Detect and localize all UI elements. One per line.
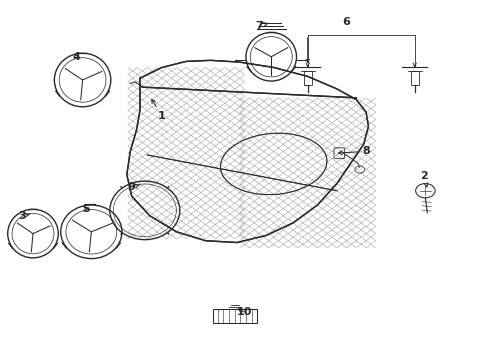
Text: 4: 4 <box>73 52 81 62</box>
Text: 2: 2 <box>420 171 427 187</box>
Text: 6: 6 <box>342 17 350 27</box>
Text: 1: 1 <box>151 99 165 121</box>
Ellipse shape <box>220 133 326 195</box>
Ellipse shape <box>220 133 326 195</box>
Text: 8: 8 <box>338 147 369 157</box>
Text: 9: 9 <box>127 182 140 192</box>
Text: 7: 7 <box>255 21 267 31</box>
Text: 5: 5 <box>82 203 90 213</box>
Text: 3: 3 <box>18 211 30 221</box>
Text: 10: 10 <box>236 307 252 317</box>
